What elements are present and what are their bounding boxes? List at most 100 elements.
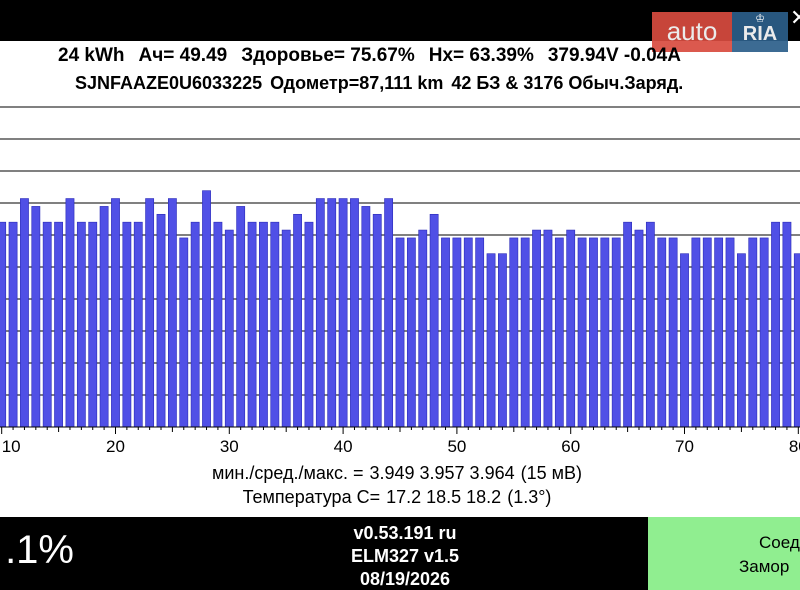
bar-cell-41 — [350, 198, 359, 428]
crown-icon: ♔ — [755, 13, 765, 25]
voltage-stats-label: мин./сред./макс. = — [211, 463, 364, 483]
bar-cell-46 — [406, 237, 416, 428]
bar-cell-22 — [133, 221, 143, 428]
bar-cell-25 — [168, 198, 177, 428]
bar-cell-23 — [145, 198, 155, 428]
bar-cell-56 — [520, 237, 530, 428]
bar-cell-47 — [418, 229, 428, 428]
app-version: v0.53.191 ru — [353, 523, 457, 543]
bar-cell-58 — [543, 229, 553, 428]
connect-button[interactable]: Соед Замор — [648, 517, 800, 590]
bar-cell-79 — [782, 221, 792, 428]
bar-cell-74 — [725, 237, 735, 428]
bar-cell-75 — [737, 253, 746, 428]
bar-cell-32 — [247, 221, 257, 428]
x-tick-label-30: 30 — [220, 437, 239, 456]
bar-cell-40 — [338, 198, 348, 428]
odometer-text: Одометр=87,111 km — [270, 73, 444, 93]
bar-cell-42 — [361, 206, 371, 428]
bar-cell-13 — [31, 206, 41, 428]
bar-cell-70 — [680, 253, 689, 428]
bar-cell-77 — [759, 237, 769, 428]
bar-cell-59 — [554, 237, 564, 428]
bar-cell-76 — [748, 237, 758, 428]
ah-text: Ач= 49.49 — [138, 45, 228, 66]
bar-cell-57 — [532, 229, 541, 428]
vehicle-info-line: SJNFAAZE0U6033225 Одометр=87,111 km 42 БЗ … — [75, 71, 691, 95]
bar-cell-35 — [281, 229, 291, 428]
bar-cell-14 — [42, 221, 52, 428]
bar-cell-73 — [714, 237, 724, 428]
bar-cell-80 — [793, 253, 800, 428]
bar-cell-19 — [99, 206, 109, 428]
health-text: Здоровье= 75.67% — [241, 45, 415, 66]
bar-cell-48 — [429, 213, 439, 428]
voltage-current-text: 379.94V -0.04A — [547, 45, 681, 66]
watermark-auto: auto — [652, 12, 732, 52]
bar-cell-20 — [111, 198, 120, 428]
voltage-stats-line: мин./сред./макс. = 3.949 3.957 3.964 (15 м… — [0, 462, 800, 484]
battery-summary-line: 24 kWh Ач= 49.49 Здоровье= 75.67% Hx= 63.39… — [58, 44, 695, 68]
x-tick-label-80: 80 — [789, 437, 800, 456]
adapter-version: ELM327 v1.5 — [350, 546, 460, 566]
temperature-label: Температура C= — [242, 487, 381, 507]
hx-text: Hx= 63.39% — [428, 45, 534, 66]
bar-cell-66 — [634, 229, 644, 428]
close-icon[interactable]: ✕ — [790, 8, 800, 31]
bar-cell-37 — [304, 221, 314, 428]
bar-cell-52 — [475, 237, 485, 428]
bar-cell-43 — [372, 213, 382, 428]
bar-cell-54 — [498, 253, 507, 428]
bar-cell-71 — [691, 237, 701, 428]
bar-cell-55 — [509, 237, 519, 428]
percent-text: .1% — [5, 528, 74, 572]
bar-cell-69 — [668, 237, 678, 428]
bar-cell-78 — [771, 221, 780, 428]
voltage-stats-spread: (15 мВ) — [520, 463, 583, 483]
bar-cell-72 — [702, 237, 712, 428]
bar-cell-34 — [270, 221, 280, 428]
bar-cell-38 — [315, 198, 325, 428]
bar-cell-15 — [54, 221, 63, 428]
bar-cell-60 — [566, 229, 576, 428]
bar-cell-26 — [179, 237, 189, 428]
bar-cell-64 — [611, 237, 621, 428]
bar-cell-10 — [0, 221, 7, 428]
bar-cell-16 — [65, 198, 75, 428]
bar-cell-53 — [486, 253, 496, 428]
bar-cell-51 — [463, 237, 473, 428]
bar-cell-65 — [623, 221, 633, 428]
bar-cell-18 — [88, 221, 98, 428]
temperature-line: Температура C= 17.2 18.5 18.2 (1.3°) — [0, 486, 800, 508]
watermark-logo: auto RIA ♔ — [652, 12, 788, 52]
bar-cell-44 — [384, 198, 394, 428]
bar-cell-63 — [600, 237, 610, 428]
bar-cell-24 — [156, 213, 166, 428]
connect-label: Соед — [759, 533, 800, 552]
charges-text: 42 БЗ & 3176 Обыч.Заряд. — [451, 73, 684, 93]
x-tick-label-70: 70 — [675, 437, 694, 456]
voltage-stats-values: 3.949 3.957 3.964 — [369, 463, 515, 483]
percent-readout: .1% — [0, 526, 120, 576]
bar-cell-50 — [452, 237, 462, 428]
bar-cell-39 — [327, 198, 337, 428]
bar-cell-33 — [259, 221, 268, 428]
bar-cell-36 — [293, 213, 302, 428]
x-tick-label-50: 50 — [447, 437, 466, 456]
bar-cell-61 — [577, 237, 587, 428]
cell-voltage-chart: 10 20 30 40 50 60 70 80 — [0, 106, 800, 456]
bar-cell-30 — [224, 229, 234, 428]
temperature-spread: (1.3°) — [507, 487, 552, 507]
bar-cell-45 — [395, 237, 405, 428]
vin-text: SJNFAAZE0U6033225 — [75, 73, 263, 93]
bar-cell-27 — [190, 221, 200, 428]
x-tick-label-40: 40 — [334, 437, 353, 456]
bar-cell-67 — [645, 221, 655, 428]
x-tick-label-60: 60 — [561, 437, 580, 456]
date-text: 08/19/2026 — [359, 569, 451, 589]
temperature-values: 17.2 18.5 18.2 — [386, 487, 502, 507]
capacity-text: 24 kWh — [58, 45, 125, 66]
bar-cell-49 — [441, 237, 450, 428]
bar-cell-68 — [657, 237, 667, 428]
bar-cell-31 — [236, 206, 246, 428]
